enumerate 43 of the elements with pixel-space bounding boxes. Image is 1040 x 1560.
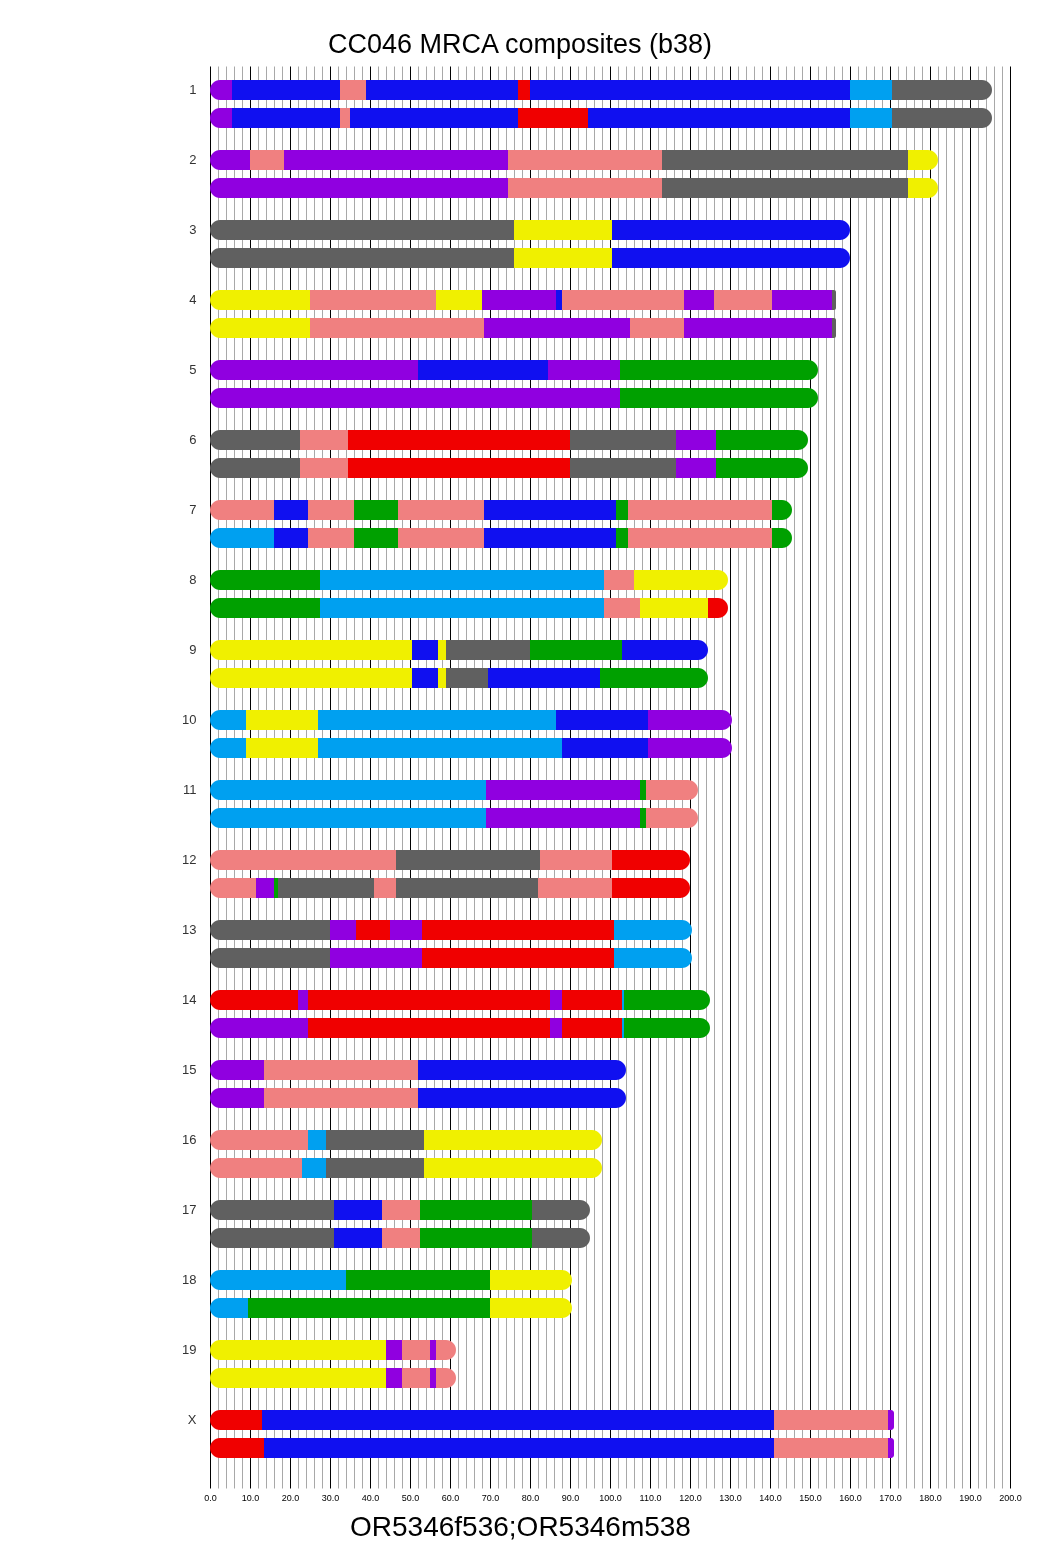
x-tick-label: 140.0 <box>759 1492 782 1503</box>
x-tick-label: 100.0 <box>599 1492 622 1503</box>
y-tick-label: 4 <box>189 292 197 307</box>
y-tick-label: 6 <box>189 432 197 447</box>
x-tick-label: 10.0 <box>241 1492 260 1503</box>
y-tick-label: 16 <box>182 1132 197 1147</box>
y-tick-label: 9 <box>189 642 197 657</box>
y-tick-label: 2 <box>189 152 197 167</box>
x-tick-label: 160.0 <box>839 1492 862 1503</box>
y-tick-label: 3 <box>189 222 197 237</box>
y-tick-label: 7 <box>189 502 197 517</box>
x-tick-label: 190.0 <box>959 1492 982 1503</box>
x-tick-label: 170.0 <box>879 1492 902 1503</box>
x-tick-label: 80.0 <box>521 1492 540 1503</box>
chart-title: CC046 MRCA composites (b38) <box>327 29 713 59</box>
y-tick-label: 13 <box>182 922 197 937</box>
x-tick-label: 90.0 <box>561 1492 580 1503</box>
y-tick-label: 5 <box>189 362 197 377</box>
x-tick-label: 50.0 <box>401 1492 420 1503</box>
y-tick-label: 11 <box>183 782 197 797</box>
y-tick-label: 12 <box>182 852 197 867</box>
y-tick-label: 17 <box>182 1202 197 1217</box>
x-tick-label: 200.0 <box>999 1492 1022 1503</box>
x-tick-label: 0.0 <box>204 1492 217 1503</box>
x-tick-label: 40.0 <box>361 1492 380 1503</box>
x-tick-label: 130.0 <box>719 1492 742 1503</box>
x-tick-label: 20.0 <box>281 1492 300 1503</box>
y-tick-label: 15 <box>182 1062 197 1077</box>
x-tick-label: 70.0 <box>481 1492 500 1503</box>
x-tick-label: 30.0 <box>321 1492 340 1503</box>
x-tick-label: 180.0 <box>919 1492 942 1503</box>
y-tick-label: 1 <box>189 82 197 97</box>
x-tick-label: 150.0 <box>799 1492 822 1503</box>
y-tick-label: 10 <box>182 712 197 727</box>
x-tick-label: 60.0 <box>441 1492 460 1503</box>
x-tick-label: 120.0 <box>679 1492 702 1503</box>
y-tick-label: 18 <box>182 1272 197 1287</box>
y-tick-label: 8 <box>189 572 197 587</box>
y-tick-label: 14 <box>182 992 197 1007</box>
y-tick-label: 19 <box>182 1342 197 1357</box>
y-tick-label: X <box>187 1412 197 1427</box>
x-axis-title: OR5346f536;OR5346m538 <box>350 1510 691 1542</box>
x-tick-label: 110.0 <box>639 1492 662 1503</box>
